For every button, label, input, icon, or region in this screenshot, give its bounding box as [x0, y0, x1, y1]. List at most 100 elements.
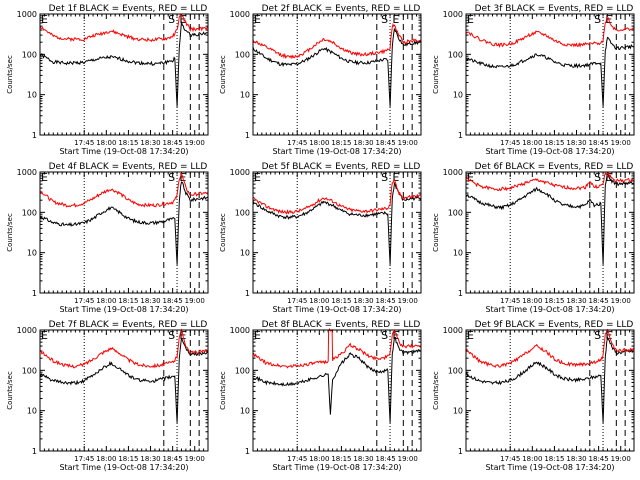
- y-tick-label: 1000: [17, 326, 37, 335]
- y-tick-label: 100: [235, 50, 250, 59]
- lld-series-line: [39, 13, 209, 43]
- y-tick-label: 1000: [230, 10, 250, 19]
- y-axis-label: Counts/sec: [219, 213, 227, 252]
- x-tick-label: 18:45: [376, 455, 396, 463]
- marker-label-e: E: [41, 13, 48, 26]
- x-axis-label: Start Time (19-Oct-08 17:34:20): [59, 147, 188, 156]
- x-tick-label: 19:00: [611, 297, 631, 305]
- events-series-line: [252, 336, 422, 423]
- marker-label-e: E: [254, 13, 261, 26]
- x-tick-label: 18:30: [566, 139, 586, 147]
- x-tick-label: 19:00: [398, 297, 418, 305]
- x-tick-label: 18:00: [522, 139, 542, 147]
- events-series-line: [465, 335, 635, 423]
- y-tick-label: 10: [240, 91, 250, 100]
- y-tick-label: 1000: [443, 326, 463, 335]
- marker-label-s: S: [594, 13, 601, 26]
- panel-title: Det 3f BLACK = Events, RED = LLD: [475, 4, 634, 14]
- y-tick-label: 10: [453, 249, 463, 258]
- marker-label-s: S: [168, 329, 175, 342]
- x-tick-label: 18:00: [96, 139, 116, 147]
- y-tick-label: 1000: [443, 168, 463, 177]
- x-tick-label: 18:30: [353, 455, 373, 463]
- y-tick-label: 1: [458, 289, 463, 298]
- y-tick-label: 1000: [443, 10, 463, 19]
- lld-series-line: [39, 328, 209, 369]
- marker-label-e: E: [392, 13, 399, 26]
- x-tick-label: 18:30: [140, 455, 160, 463]
- panel-title: Det 5f BLACK = Events, RED = LLD: [262, 162, 421, 172]
- panel-3: Det 3f BLACK = Events, RED = LLD Counts/s…: [432, 4, 635, 156]
- x-tick-label: 18:15: [118, 297, 138, 305]
- panel-title: Det 2f BLACK = Events, RED = LLD: [262, 4, 421, 14]
- panel-9: Det 9f BLACK = Events, RED = LLD Counts/s…: [432, 320, 635, 472]
- lld-series-line: [465, 16, 635, 48]
- y-axis-label: Counts/sec: [219, 371, 227, 410]
- x-tick-label: 18:45: [163, 455, 183, 463]
- marker-label-e: E: [467, 171, 474, 184]
- x-tick-label: 19:00: [611, 139, 631, 147]
- y-tick-label: 1: [32, 131, 37, 140]
- x-axis-label: Start Time (19-Oct-08 17:34:20): [59, 305, 188, 314]
- x-tick-label: 18:15: [331, 455, 351, 463]
- y-axis-label: Counts/sec: [432, 371, 440, 410]
- x-tick-label: 18:30: [566, 297, 586, 305]
- x-tick-label: 18:15: [118, 455, 138, 463]
- x-tick-label: 18:45: [589, 455, 609, 463]
- x-tick-label: 18:45: [376, 297, 396, 305]
- y-tick-label: 100: [235, 366, 250, 375]
- y-axis-label: Counts/sec: [432, 55, 440, 94]
- lld-series-line: [252, 22, 422, 60]
- x-tick-label: 18:30: [140, 297, 160, 305]
- y-tick-label: 1: [458, 447, 463, 456]
- x-tick-label: 19:00: [398, 139, 418, 147]
- plot-frame: [252, 171, 422, 294]
- events-series-line: [465, 36, 635, 107]
- x-tick-label: 19:00: [185, 297, 205, 305]
- lld-series-line: [252, 327, 422, 369]
- y-tick-label: 1: [32, 447, 37, 456]
- plot-frame: [39, 329, 209, 452]
- marker-label-e: E: [467, 13, 474, 26]
- y-tick-label: 1000: [230, 168, 250, 177]
- y-tick-label: 100: [22, 366, 37, 375]
- plot-frame: [465, 171, 635, 294]
- x-axis-label: Start Time (19-Oct-08 17:34:20): [272, 463, 401, 472]
- lld-series-line: [39, 172, 209, 208]
- x-tick-label: 18:15: [118, 139, 138, 147]
- x-tick-label: 17:45: [500, 455, 520, 463]
- x-tick-label: 17:45: [287, 297, 307, 305]
- x-tick-label: 17:45: [74, 139, 94, 147]
- marker-label-e: E: [254, 171, 261, 184]
- events-series-line: [252, 28, 422, 107]
- x-tick-label: 18:30: [140, 139, 160, 147]
- x-tick-label: 17:45: [74, 297, 94, 305]
- x-tick-label: 19:00: [611, 455, 631, 463]
- x-tick-label: 18:00: [309, 455, 329, 463]
- x-tick-label: 18:30: [353, 297, 373, 305]
- x-tick-label: 18:00: [96, 297, 116, 305]
- x-tick-label: 17:45: [500, 139, 520, 147]
- marker-label-e: E: [41, 329, 48, 342]
- panel-4: Det 4f BLACK = Events, RED = LLD Counts/s…: [6, 162, 209, 314]
- y-tick-label: 10: [453, 91, 463, 100]
- x-tick-label: 18:30: [566, 455, 586, 463]
- plot-frame: [252, 13, 422, 136]
- panel-2: Det 2f BLACK = Events, RED = LLD Counts/s…: [219, 4, 422, 156]
- x-tick-label: 18:45: [163, 139, 183, 147]
- x-axis-label: Start Time (19-Oct-08 17:34:20): [485, 147, 614, 156]
- y-tick-label: 100: [22, 208, 37, 217]
- x-tick-label: 18:15: [544, 297, 564, 305]
- x-tick-label: 18:00: [522, 297, 542, 305]
- y-tick-label: 1: [458, 131, 463, 140]
- marker-label-s: S: [381, 171, 388, 184]
- plot-frame: [252, 329, 422, 452]
- x-tick-label: 17:45: [74, 455, 94, 463]
- panel-7: Det 7f BLACK = Events, RED = LLD Counts/s…: [6, 320, 209, 472]
- marker-label-s: S: [381, 329, 388, 342]
- y-tick-label: 1000: [17, 168, 37, 177]
- x-tick-label: 18:45: [589, 297, 609, 305]
- x-tick-label: 18:00: [96, 455, 116, 463]
- plot-frame: [39, 171, 209, 294]
- marker-label-e: E: [41, 171, 48, 184]
